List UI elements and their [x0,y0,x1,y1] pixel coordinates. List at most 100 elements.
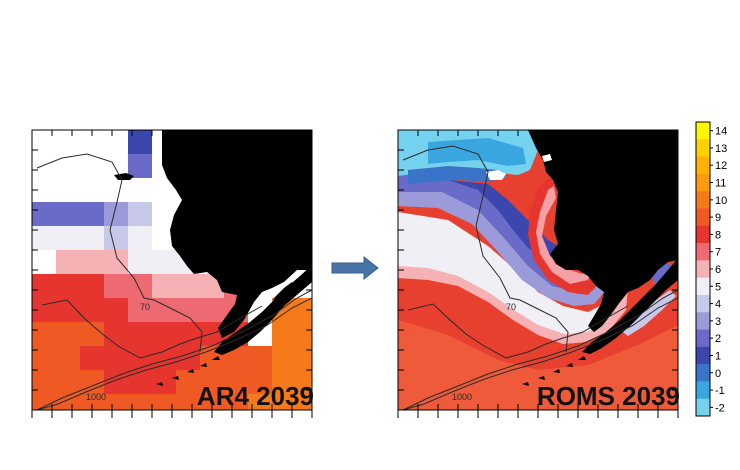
grid-cell [104,322,128,346]
depth-contours [402,145,678,410]
colorbar-tick-label: 3 [715,316,721,328]
colorbar-tick-label: -2 [715,402,725,414]
grid-cell [56,250,80,274]
grid-cell [152,322,176,346]
colorbar-swatch [696,173,710,192]
colorbar-swatch [696,243,710,261]
ar4-panel-label: AR4 2039 [196,381,314,411]
grid-cell [56,130,80,154]
aleutian-islands [522,356,586,386]
grid-cell [296,346,312,370]
grid-cell [80,250,104,274]
grid-cell [56,274,80,298]
grid-cell [32,274,56,298]
grid-cell [104,274,128,298]
grid-cell [272,346,296,370]
colorbar-swatch [696,312,710,331]
grid-cell [248,346,272,370]
colorbar-tick-label: 1 [715,350,721,362]
colorbar-tick-label: 5 [715,281,721,293]
grid-cell [152,274,176,298]
st-lawrence-island [486,170,506,180]
kodiak-island [272,282,294,310]
grid-cell [104,346,128,370]
alaska-land [528,130,678,332]
colorbar-swatch [696,277,710,296]
axis-ticks [397,129,679,418]
grid-cell [80,394,104,410]
grid-cell [152,370,176,394]
colorbar-tick-label: 10 [715,195,727,207]
colorbar-swatch [696,398,710,417]
grid-cell [80,274,104,298]
contour-label-70: 70 [506,302,516,312]
colorbar-swatch [696,139,710,158]
grid-cell [32,202,56,226]
colorbar-swatch [696,381,710,400]
grid-cell [248,394,272,410]
colorbar-swatch [696,122,710,140]
grid-cell [152,346,176,370]
grid-cell [200,370,224,394]
roms-panel-label: ROMS 2039 [536,381,680,411]
colorbar-tick-label: 7 [715,247,721,259]
colorbar-swatch [696,329,710,348]
grid-cell [56,322,80,346]
grid-cell [32,154,56,178]
grid-cell [80,226,104,250]
colorbar-swatch [696,346,710,365]
nunivak-island [542,154,552,162]
grid-cell [224,370,248,394]
grid-cell [128,226,152,250]
colorbar-swatch [696,191,710,209]
grid-cell [176,298,200,322]
grid-cell [56,370,80,394]
colorbar-swatch [696,225,710,244]
grid-cell [128,370,152,394]
colorbar-swatch [696,156,710,175]
grid-cell [128,250,152,274]
colorbar-tick-label: 9 [715,212,721,224]
colorbar-tick-label: 14 [715,126,727,138]
grid-cell [128,394,152,410]
alaska-land [162,130,312,338]
grid-cell [176,274,200,298]
colorbar-swatch [696,260,710,279]
grid-cell [128,322,152,346]
grid-cell [128,154,152,178]
grid-cell [104,130,128,154]
grid-cell [104,370,128,394]
grid-cell [272,322,296,346]
grid-cell [128,298,152,322]
roms-map-panel: 70 1000 ROMS 2039 [388,120,688,420]
grid-cell [80,346,104,370]
grid-cell [296,322,312,346]
grid-cell [80,202,104,226]
contour-label-70: 70 [140,302,150,312]
grid-cell [272,370,296,394]
grid-cell [152,250,176,274]
ar4-map: 70 1000 [31,129,313,418]
grid-cell [176,394,200,410]
grid-cell [56,226,80,250]
roms-map: 70 1000 [397,129,679,418]
grid-cell [128,178,152,202]
grid-cell [80,370,104,394]
colorbar-tick-label: 6 [715,264,721,276]
colorbar-tick-label: 11 [715,178,726,190]
grid-cell [200,394,224,410]
contour-label-1000: 1000 [86,392,106,402]
colorbar-tick-label: 0 [715,368,721,380]
grid-cell [152,202,176,226]
grid-cell [104,226,128,250]
grid-cell [56,154,80,178]
colorbar-tick-label: -1 [715,385,725,397]
grid-cell [296,394,312,410]
grid-cell [176,370,200,394]
grid-cell [80,322,104,346]
grid-cell [152,394,176,410]
colorbar-swatch [696,364,710,382]
colorbar-tick-label: 12 [715,160,727,172]
grid-cell [104,394,128,410]
